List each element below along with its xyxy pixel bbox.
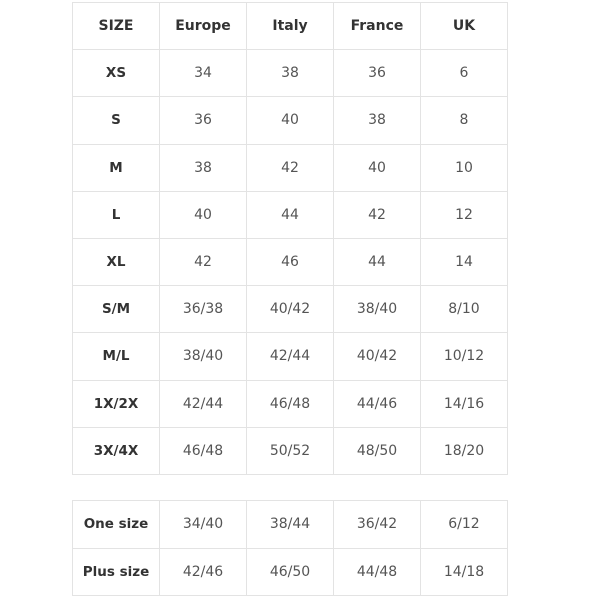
size-value: 8/10 [420, 285, 508, 334]
size-label: XS [72, 49, 160, 98]
size-value: 40/42 [333, 332, 421, 381]
size-value: 36/38 [159, 285, 247, 334]
size-label: One size [72, 500, 160, 549]
size-value: 42/44 [159, 379, 247, 428]
column-header: Europe [159, 1, 247, 51]
size-value: 38 [246, 49, 334, 98]
size-label: M/L [72, 332, 160, 381]
size-value: 42/46 [159, 547, 247, 596]
table-row: L 40 44 42 12 [72, 190, 508, 239]
size-value: 42 [159, 237, 247, 287]
size-label: S/M [72, 285, 160, 334]
column-header: UK [420, 1, 508, 51]
table-row: S/M 36/38 40/42 38/40 8/10 [72, 285, 508, 334]
size-value: 40 [333, 143, 421, 192]
size-value: 14/18 [420, 547, 508, 596]
size-value: 38/40 [159, 332, 247, 381]
size-value: 46/50 [246, 547, 334, 596]
size-value: 48/50 [333, 426, 421, 475]
table-row: M 38 42 40 10 [72, 143, 508, 192]
size-value: 40/42 [246, 285, 334, 334]
column-header: Italy [246, 1, 334, 51]
size-value: 38 [333, 96, 421, 145]
table-row: S 36 40 38 8 [72, 96, 508, 145]
size-label: 3X/4X [72, 426, 160, 475]
size-value: 8 [420, 96, 508, 145]
size-label: Plus size [72, 547, 160, 596]
size-value: 14/16 [420, 379, 508, 428]
size-value: 46/48 [246, 379, 334, 428]
size-value: 40 [159, 190, 247, 239]
size-value: 46 [246, 237, 334, 287]
header-row: SIZE Europe Italy France UK [72, 1, 508, 51]
table-row: XS 34 38 36 6 [72, 49, 508, 98]
size-value: 42/44 [246, 332, 334, 381]
size-value: 38 [159, 143, 247, 192]
size-value: 6 [420, 49, 508, 98]
table-row: XL 42 46 44 14 [72, 237, 508, 287]
size-value: 36 [333, 49, 421, 98]
size-value: 44/48 [333, 547, 421, 596]
column-header: France [333, 1, 421, 51]
size-value: 44 [333, 237, 421, 287]
size-value: 36 [159, 96, 247, 145]
size-label: 1X/2X [72, 379, 160, 428]
column-header: SIZE [72, 1, 160, 51]
size-value: 14 [420, 237, 508, 287]
size-value: 6/12 [420, 500, 508, 549]
size-value: 12 [420, 190, 508, 239]
size-value: 42 [333, 190, 421, 239]
size-label: XL [72, 237, 160, 287]
size-label: L [72, 190, 160, 239]
size-value: 10 [420, 143, 508, 192]
size-value: 50/52 [246, 426, 334, 475]
size-value: 18/20 [420, 426, 508, 475]
size-value: 46/48 [159, 426, 247, 475]
size-value: 38/44 [246, 500, 334, 549]
table-row: 1X/2X 42/44 46/48 44/46 14/16 [72, 379, 508, 428]
size-chart-table: SIZE Europe Italy France UK XS 34 38 36 6 S 36 40 38… [72, 1, 508, 475]
size-value: 10/12 [420, 332, 508, 381]
size-value: 38/40 [333, 285, 421, 334]
table-row: One size 34/40 38/44 36/42 6/12 [72, 500, 508, 549]
size-label: S [72, 96, 160, 145]
table-row: 3X/4X 46/48 50/52 48/50 18/20 [72, 426, 508, 475]
size-value: 34 [159, 49, 247, 98]
table-row: Plus size 42/46 46/50 44/48 14/18 [72, 547, 508, 596]
size-value: 44 [246, 190, 334, 239]
table-row: M/L 38/40 42/44 40/42 10/12 [72, 332, 508, 381]
size-value: 44/46 [333, 379, 421, 428]
size-value: 40 [246, 96, 334, 145]
extra-size-table: One size 34/40 38/44 36/42 6/12 Plus size 42/4… [72, 500, 508, 596]
size-value: 36/42 [333, 500, 421, 549]
size-value: 42 [246, 143, 334, 192]
size-label: M [72, 143, 160, 192]
size-value: 34/40 [159, 500, 247, 549]
